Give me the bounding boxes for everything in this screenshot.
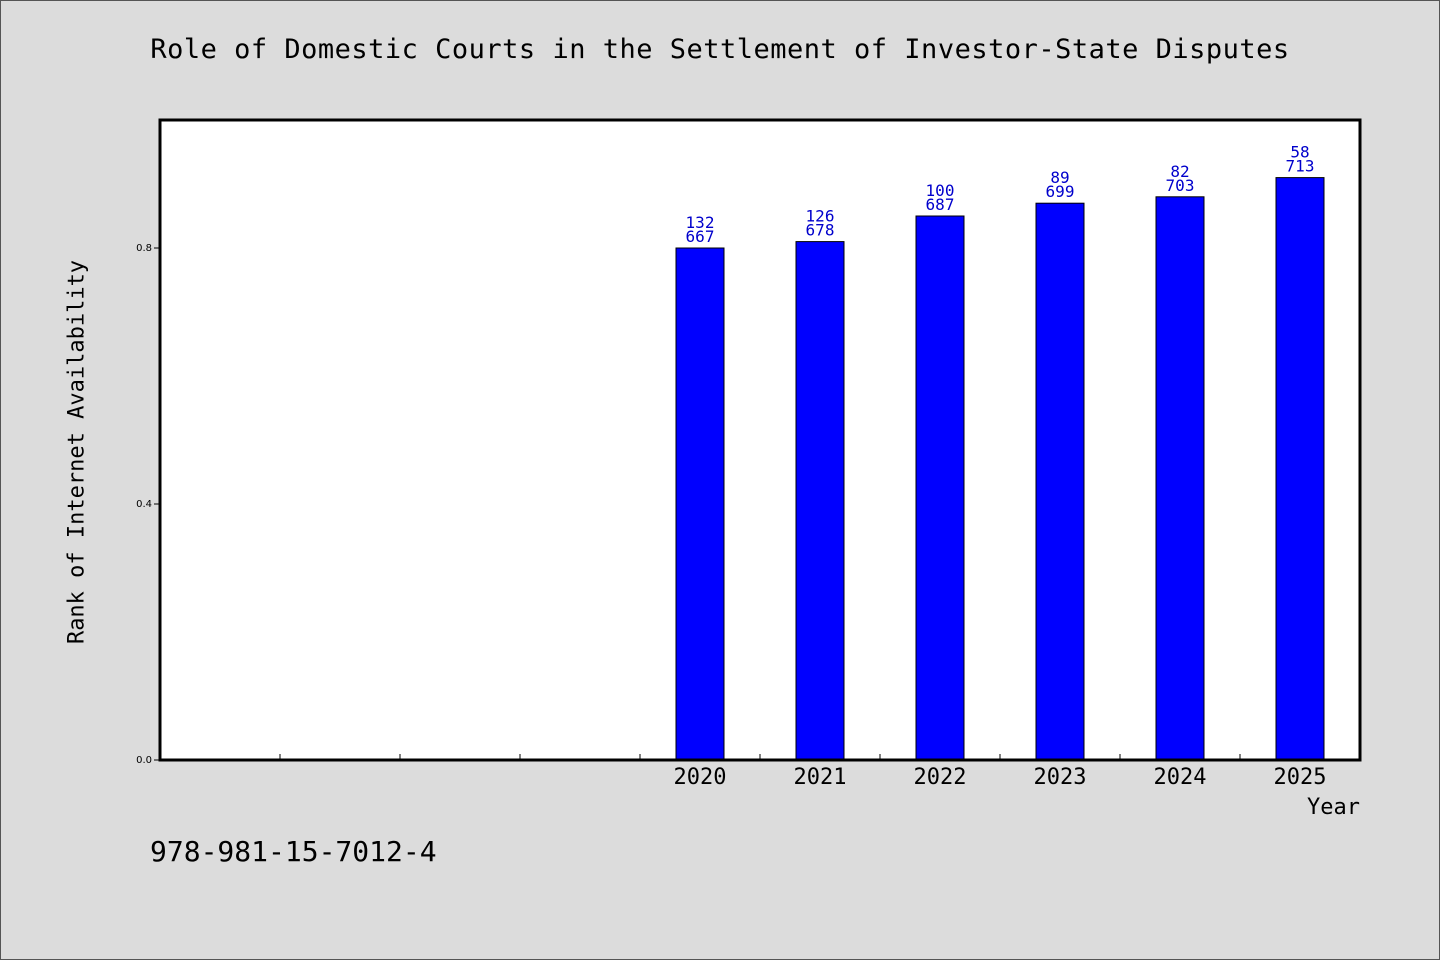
data-label-bottom: 699 xyxy=(1046,182,1075,201)
data-label-bottom: 713 xyxy=(1286,157,1315,176)
bar-2021 xyxy=(795,241,845,761)
y-tick-label: 0.8 xyxy=(136,243,152,254)
data-label-top: 126 xyxy=(806,207,835,226)
bar-2020 xyxy=(675,247,725,761)
data-label-bottom: 678 xyxy=(806,221,835,240)
x-tick-label: 2024 xyxy=(1154,765,1207,790)
data-label-top: 132 xyxy=(686,213,715,232)
y-tick-label: 0.4 xyxy=(136,499,152,510)
y-tick-label: 0.0 xyxy=(136,755,152,766)
x-tick-label: 2023 xyxy=(1034,765,1087,790)
x-tick-label: 2020 xyxy=(674,765,727,790)
x-tick-label: 2021 xyxy=(794,765,847,790)
chart-title: Role of Domestic Courts in the Settlemen… xyxy=(150,34,1290,65)
bar-2023 xyxy=(1035,202,1085,761)
bar-2025 xyxy=(1275,177,1325,761)
plot-border xyxy=(158,118,1362,762)
x-axis-title: Year xyxy=(1307,795,1360,820)
data-label-top: 82 xyxy=(1170,162,1189,181)
data-label-bottom: 703 xyxy=(1166,176,1195,195)
bar-2024 xyxy=(1155,196,1205,761)
bar-2022 xyxy=(915,215,965,761)
x-tick-label: 2022 xyxy=(914,765,967,790)
x-tick-label: 2025 xyxy=(1274,765,1327,790)
data-label-top: 89 xyxy=(1050,168,1069,187)
isbn-footnote: 978-981-15-7012-4 xyxy=(150,835,437,868)
data-label-bottom: 687 xyxy=(926,195,955,214)
data-label-top: 58 xyxy=(1290,143,1309,162)
data-label-bottom: 667 xyxy=(686,227,715,246)
data-label-top: 100 xyxy=(926,181,955,200)
